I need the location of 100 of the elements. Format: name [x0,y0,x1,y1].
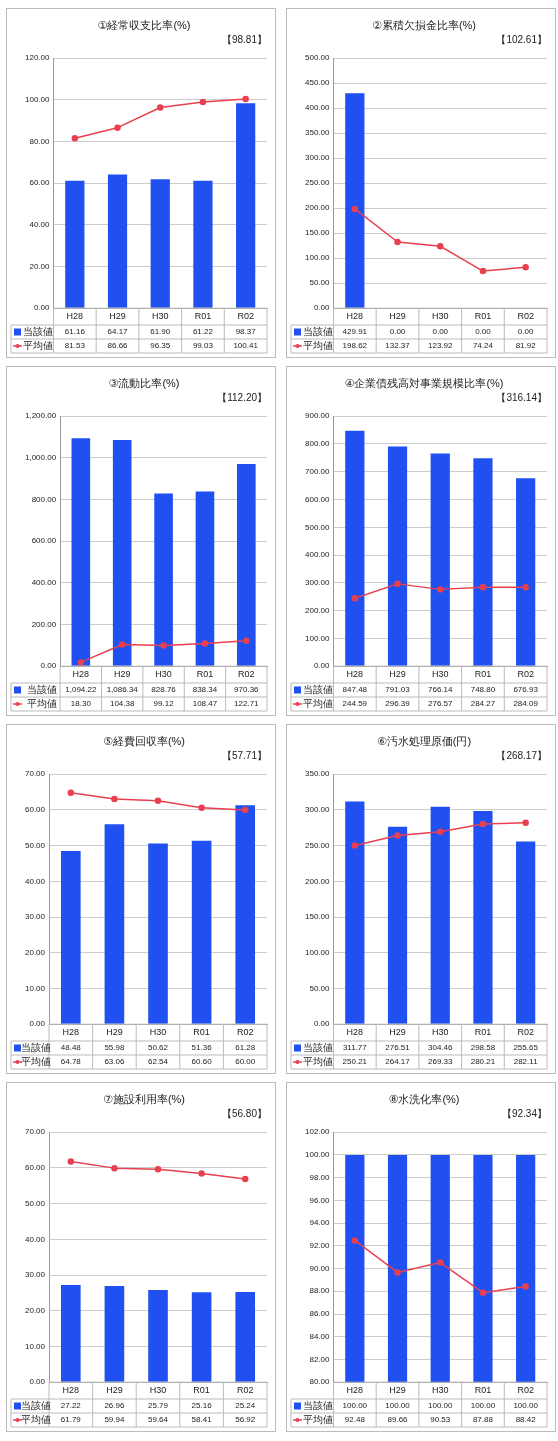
data-label: 60.60 [191,1057,213,1067]
y-tick-label: 150.00 [305,912,331,922]
data-label: 62.54 [147,1057,169,1067]
x-tick-label: H30 [431,669,449,680]
y-tick-label: 200.00 [31,619,57,629]
legend-label: 平均値 [23,339,54,351]
data-label: 55.98 [104,1043,125,1053]
y-tick-label: 50.00 [24,1198,46,1208]
x-tick-label: R01 [193,1385,210,1396]
y-tick-label: 40.00 [24,1234,46,1244]
chart-title: ⑥汚水処理原価(円) [376,734,472,747]
legend-label: 平均値 [21,1413,52,1425]
data-label: 838.34 [192,685,218,695]
y-tick-label: 60.00 [24,805,46,815]
text: 【112.20】 [217,391,267,403]
data-label: 132.37 [385,341,411,351]
legend-label: 当該値 [21,1399,52,1411]
y-tick-label: 50.00 [24,840,46,850]
text: 【316.14】 [496,391,547,403]
data-label: 61.90 [150,327,171,337]
y-tick-label: 1,200.00 [25,411,57,421]
y-tick-label: 500.00 [305,53,331,63]
y-tick-label: 88.00 [309,1286,331,1296]
y-tick-label: 300.00 [305,578,331,588]
chart-title: ⑦施設利用率(%) [103,1092,185,1105]
y-tick-label: 30.00 [24,912,46,922]
y-tick-label: 10.00 [24,1341,46,1351]
y-tick-label: 100.00 [305,633,331,643]
data-label: 123.92 [428,341,454,351]
y-tick-label: 0.00 [313,1019,331,1029]
data-label: 284.09 [513,699,539,709]
x-tick-label: R02 [236,1385,254,1396]
x-tick-label: R02 [517,311,534,322]
data-label: 255.65 [513,1043,539,1053]
data-label: 99.12 [153,699,175,709]
data-label: 56.92 [235,1415,256,1425]
x-tick-label: R02 [517,669,534,680]
data-label: 100.00 [470,1401,496,1411]
data-label: 1,086.34 [106,685,139,695]
legend-label: 平均値 [303,697,334,709]
data-label: 429.91 [342,327,368,337]
x-tick-label: H30 [151,311,169,322]
x-tick-label: H30 [431,1027,449,1038]
data-label: 81.53 [64,341,86,351]
y-tick-label: 600.00 [31,536,57,546]
y-tick-label: 98.00 [309,1172,331,1182]
data-label: 748.80 [470,685,496,695]
data-label: 86.66 [107,341,129,351]
legend-label: 当該値 [23,325,54,337]
y-tick-label: 0.00 [313,661,331,671]
x-tick-label: R01 [193,1027,210,1038]
y-tick-label: 0.00 [40,661,57,671]
legend-label: 当該値 [303,325,334,337]
y-tick-label: 800.00 [31,494,57,504]
y-tick-label: 350.00 [305,128,331,138]
data-label: 18.30 [70,699,92,709]
data-label: 104.38 [109,699,135,709]
x-tick-label: H30 [149,1027,167,1038]
legend-label: 平均値 [303,339,334,351]
y-tick-label: 1,000.00 [25,453,57,463]
text: 【102.61】 [496,33,547,45]
data-label: 284.27 [470,699,496,709]
y-tick-label: 84.00 [309,1331,331,1341]
legend-label: 当該値 [21,1041,52,1053]
y-tick-label: 0.00 [29,1377,46,1387]
data-label: 100.00 [342,1401,368,1411]
data-label: 122.71 [234,699,260,709]
legend-label: 平均値 [303,1055,334,1067]
text: 【98.81】 [221,33,267,45]
x-tick-label: H29 [106,1385,123,1396]
x-tick-label: H28 [62,1027,80,1038]
x-tick-label: H28 [62,1385,80,1396]
data-label: 0.00 [475,327,492,337]
chart-title: ②累積欠損金比率(%) [372,18,476,31]
data-label: 59.94 [104,1415,125,1425]
x-tick-label: R02 [238,669,255,680]
data-label: 100.00 [385,1401,411,1411]
y-tick-label: 100.00 [305,1150,331,1160]
data-label: 676.93 [513,685,539,695]
x-tick-label: R02 [517,1027,534,1038]
data-label: 311.77 [342,1043,368,1053]
x-tick-label: H28 [346,1385,364,1396]
data-label: 96.35 [150,341,171,351]
y-tick-label: 400.00 [305,550,331,560]
data-label: 276.57 [428,699,454,709]
legend-label: 平均値 [303,1413,334,1425]
y-tick-label: 250.00 [305,178,331,188]
y-tick-label: 70.00 [24,1127,46,1137]
y-tick-label: 86.00 [309,1309,331,1319]
data-label: 280.21 [470,1057,496,1067]
y-tick-label: 0.00 [313,303,331,313]
data-label: 198.62 [342,341,368,351]
x-tick-label: R01 [194,311,212,322]
text: 【56.80】 [221,1107,267,1119]
data-label: 64.78 [60,1057,82,1067]
data-label: 0.00 [389,327,406,337]
y-tick-label: 82.00 [309,1354,331,1364]
y-tick-label: 20.00 [24,947,46,957]
legend-label: 当該値 [303,683,334,695]
data-label: 88.42 [515,1415,537,1425]
